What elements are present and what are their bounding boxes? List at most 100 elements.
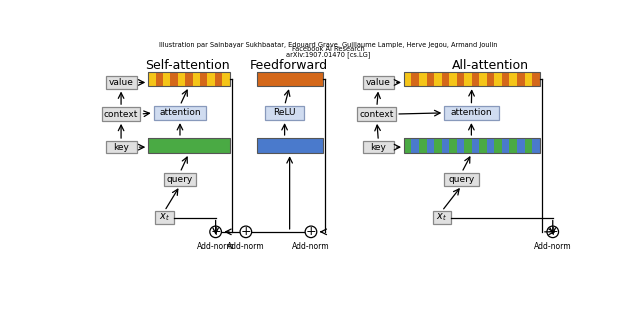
Bar [102,107,140,121]
Text: value: value [109,78,134,87]
Bar [257,72,323,86]
Circle shape [305,226,317,238]
Bar [170,72,178,86]
Bar [207,138,215,153]
Text: query: query [167,175,193,184]
Bar [193,138,200,153]
Bar [215,72,222,86]
Bar [185,72,193,86]
Bar [532,72,540,86]
Text: arXiv:1907.01470 [cs.LG]: arXiv:1907.01470 [cs.LG] [286,51,370,58]
Bar [363,141,394,153]
Text: +: + [306,225,316,238]
Text: attention: attention [159,108,201,117]
Text: query: query [449,175,475,184]
Bar [457,72,464,86]
Text: +: + [241,225,251,238]
Bar [494,72,502,86]
Bar [265,106,304,120]
Bar [222,138,230,153]
Text: Add-norm: Add-norm [292,242,330,251]
Bar [215,138,222,153]
Bar [449,72,457,86]
Bar [286,138,293,153]
Text: context: context [104,110,138,118]
Bar [509,138,517,153]
Bar [193,72,200,86]
Circle shape [240,226,252,238]
Bar [434,72,442,86]
Text: Illustration par Sainbayar Sukhbaatar, Edouard Grave, Guillaume Lample, Herve Je: Illustration par Sainbayar Sukhbaatar, E… [159,42,497,48]
Text: ReLU: ReLU [273,108,296,117]
Bar [449,138,457,153]
Bar [363,76,394,89]
Bar [442,138,449,153]
Text: Add-norm: Add-norm [197,242,234,251]
Bar [156,72,163,86]
Bar [163,72,170,86]
Bar [257,138,323,153]
Text: $x_t$: $x_t$ [159,212,170,224]
Bar [278,138,286,153]
Circle shape [210,226,221,238]
Bar [457,138,464,153]
Text: All-attention: All-attention [452,59,529,72]
Bar [257,72,264,86]
Bar [257,138,264,153]
Bar [487,138,494,153]
Bar [106,76,136,89]
Bar [404,72,540,86]
Text: +: + [211,225,221,238]
Bar [426,138,434,153]
Bar [479,72,487,86]
Text: attention: attention [451,108,492,117]
Bar [301,72,308,86]
Bar [532,138,540,153]
Text: Self-attention: Self-attention [145,59,229,72]
Bar [502,138,509,153]
Bar [148,138,156,153]
Bar [308,72,316,86]
Text: Add-norm: Add-norm [534,242,572,251]
Bar [200,138,207,153]
Bar [464,72,472,86]
Bar [494,138,502,153]
Bar [404,138,412,153]
Bar [472,72,479,86]
Bar [442,72,449,86]
Bar [479,138,487,153]
Bar [434,138,442,153]
Text: Facebook AI Research: Facebook AI Research [292,46,364,52]
Bar [207,72,215,86]
Bar [170,138,178,153]
Bar [426,72,434,86]
Bar [156,138,163,153]
Bar [264,72,271,86]
Bar [525,138,532,153]
Bar [163,138,170,153]
Bar [316,138,323,153]
Bar [308,138,316,153]
Bar [472,138,479,153]
Bar [301,138,308,153]
Bar [148,72,156,86]
Circle shape [547,226,559,238]
Bar [271,72,278,86]
Bar [106,141,136,153]
Bar [517,72,525,86]
Bar [316,72,323,86]
Bar [178,72,185,86]
Bar [419,72,426,86]
Bar [278,72,286,86]
Text: $x_t$: $x_t$ [436,212,447,224]
Text: Feedforward: Feedforward [250,59,328,72]
Text: context: context [360,110,394,118]
Bar [293,138,301,153]
Bar [164,173,196,186]
Bar [358,107,396,121]
Bar [148,72,230,86]
Bar [155,211,174,224]
Bar [185,138,193,153]
Bar [433,211,451,224]
Bar [444,106,499,120]
